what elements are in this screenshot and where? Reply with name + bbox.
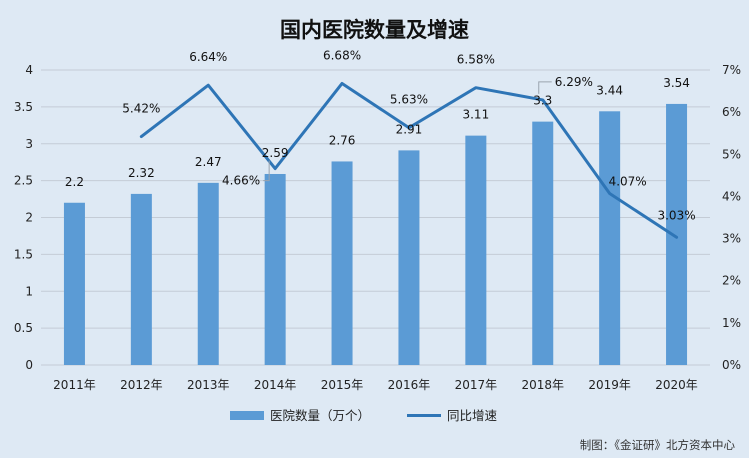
x-axis-tick-label: 2017年 bbox=[455, 378, 498, 392]
x-axis-tick-label: 2015年 bbox=[321, 378, 364, 392]
bar-series bbox=[63, 103, 688, 366]
x-axis-tick-label: 2012年 bbox=[120, 378, 163, 392]
line-value-label: 6.68% bbox=[323, 48, 361, 62]
x-axis-tick-label: 2016年 bbox=[388, 378, 431, 392]
bar-value-label: 2.2 bbox=[65, 175, 84, 189]
line-value-label: 5.42% bbox=[122, 102, 160, 116]
right-axis-tick-label: 2% bbox=[722, 274, 741, 288]
bar-value-label: 3.44 bbox=[596, 83, 623, 97]
right-axis-tick-label: 4% bbox=[722, 189, 741, 203]
legend-label-line: 同比增速 bbox=[447, 408, 498, 423]
bar-value-label: 2.91 bbox=[396, 122, 423, 136]
x-axis-tick-label: 2019年 bbox=[588, 378, 631, 392]
legend-label-bar: 医院数量（万个） bbox=[270, 408, 370, 423]
left-axis-tick-label: 2 bbox=[25, 211, 33, 225]
line-series bbox=[139, 81, 679, 239]
x-axis-tick-label: 2013年 bbox=[187, 378, 230, 392]
x-axis-tick-label: 2014年 bbox=[254, 378, 297, 392]
bar-value-label: 2.76 bbox=[329, 133, 356, 147]
x-axis-tick-label: 2018年 bbox=[521, 378, 564, 392]
bar-value-label: 2.32 bbox=[128, 166, 155, 180]
leader-line bbox=[538, 81, 552, 94]
bar bbox=[599, 111, 621, 365]
legend-swatch-bar bbox=[230, 411, 264, 420]
x-axis-tick-label: 2020年 bbox=[655, 378, 698, 392]
right-axis-tick-label: 3% bbox=[722, 232, 741, 246]
footer-credit: 制图：《金证研》北方资本中心 bbox=[580, 438, 736, 452]
right-axis-tick-label: 1% bbox=[722, 316, 741, 330]
gridlines bbox=[41, 69, 710, 366]
bar-value-label: 2.59 bbox=[262, 146, 289, 160]
bar-value-label: 2.47 bbox=[195, 155, 222, 169]
bar bbox=[532, 121, 554, 365]
left-axis-tick-label: 0 bbox=[25, 358, 33, 372]
line-value-label: 6.29% bbox=[555, 75, 593, 89]
data-labels: 2.2 2.32 2.47 2.59 2.76 2.91 3.11 3.3 3.44 3.54 5.… bbox=[65, 48, 696, 222]
bar-value-label: 3.54 bbox=[663, 76, 690, 90]
right-axis-tick-label: 7% bbox=[722, 63, 741, 77]
growth-line bbox=[139, 81, 679, 239]
bar bbox=[130, 193, 152, 365]
bar bbox=[264, 173, 286, 365]
right-axis: 0% 1% 2% 3% 4% 5% 6% 7% bbox=[722, 63, 741, 372]
line-value-label: 3.03% bbox=[657, 208, 695, 222]
bar bbox=[331, 161, 353, 365]
left-axis-tick-label: 3.5 bbox=[14, 100, 33, 114]
line-value-label: 6.58% bbox=[457, 53, 495, 67]
legend: 医院数量（万个） 同比增速 bbox=[230, 408, 498, 423]
left-axis-tick-label: 4 bbox=[25, 63, 33, 77]
line-value-label: 4.07% bbox=[609, 174, 647, 188]
right-axis-tick-label: 0% bbox=[722, 358, 741, 372]
bar-value-label: 3.3 bbox=[533, 94, 552, 108]
left-axis-tick-label: 0.5 bbox=[14, 321, 33, 335]
line-value-label: 4.66% bbox=[222, 174, 260, 188]
bar-value-label: 3.11 bbox=[462, 108, 489, 122]
bar bbox=[465, 135, 487, 365]
x-axis: 2011年 2012年 2013年 2014年 2015年 2016年 2017年 2018年… bbox=[53, 378, 698, 392]
bar bbox=[398, 150, 420, 365]
left-axis: 0 0.5 1 1.5 2 2.5 3 3.5 4 bbox=[14, 63, 33, 372]
left-axis-tick-label: 1 bbox=[25, 284, 33, 298]
bar bbox=[197, 182, 219, 365]
bar bbox=[63, 202, 85, 365]
line-value-label: 6.64% bbox=[189, 50, 227, 64]
left-axis-tick-label: 3 bbox=[25, 137, 33, 151]
left-axis-tick-label: 2.5 bbox=[14, 174, 33, 188]
line-value-label: 5.63% bbox=[390, 93, 428, 107]
bar bbox=[666, 103, 688, 366]
left-axis-tick-label: 1.5 bbox=[14, 247, 33, 261]
leader-line bbox=[263, 160, 270, 182]
right-axis-tick-label: 6% bbox=[722, 105, 741, 119]
x-axis-tick-label: 2011年 bbox=[53, 378, 96, 392]
right-axis-tick-label: 5% bbox=[722, 147, 741, 161]
chart-title: 国内医院数量及增速 bbox=[280, 18, 469, 42]
